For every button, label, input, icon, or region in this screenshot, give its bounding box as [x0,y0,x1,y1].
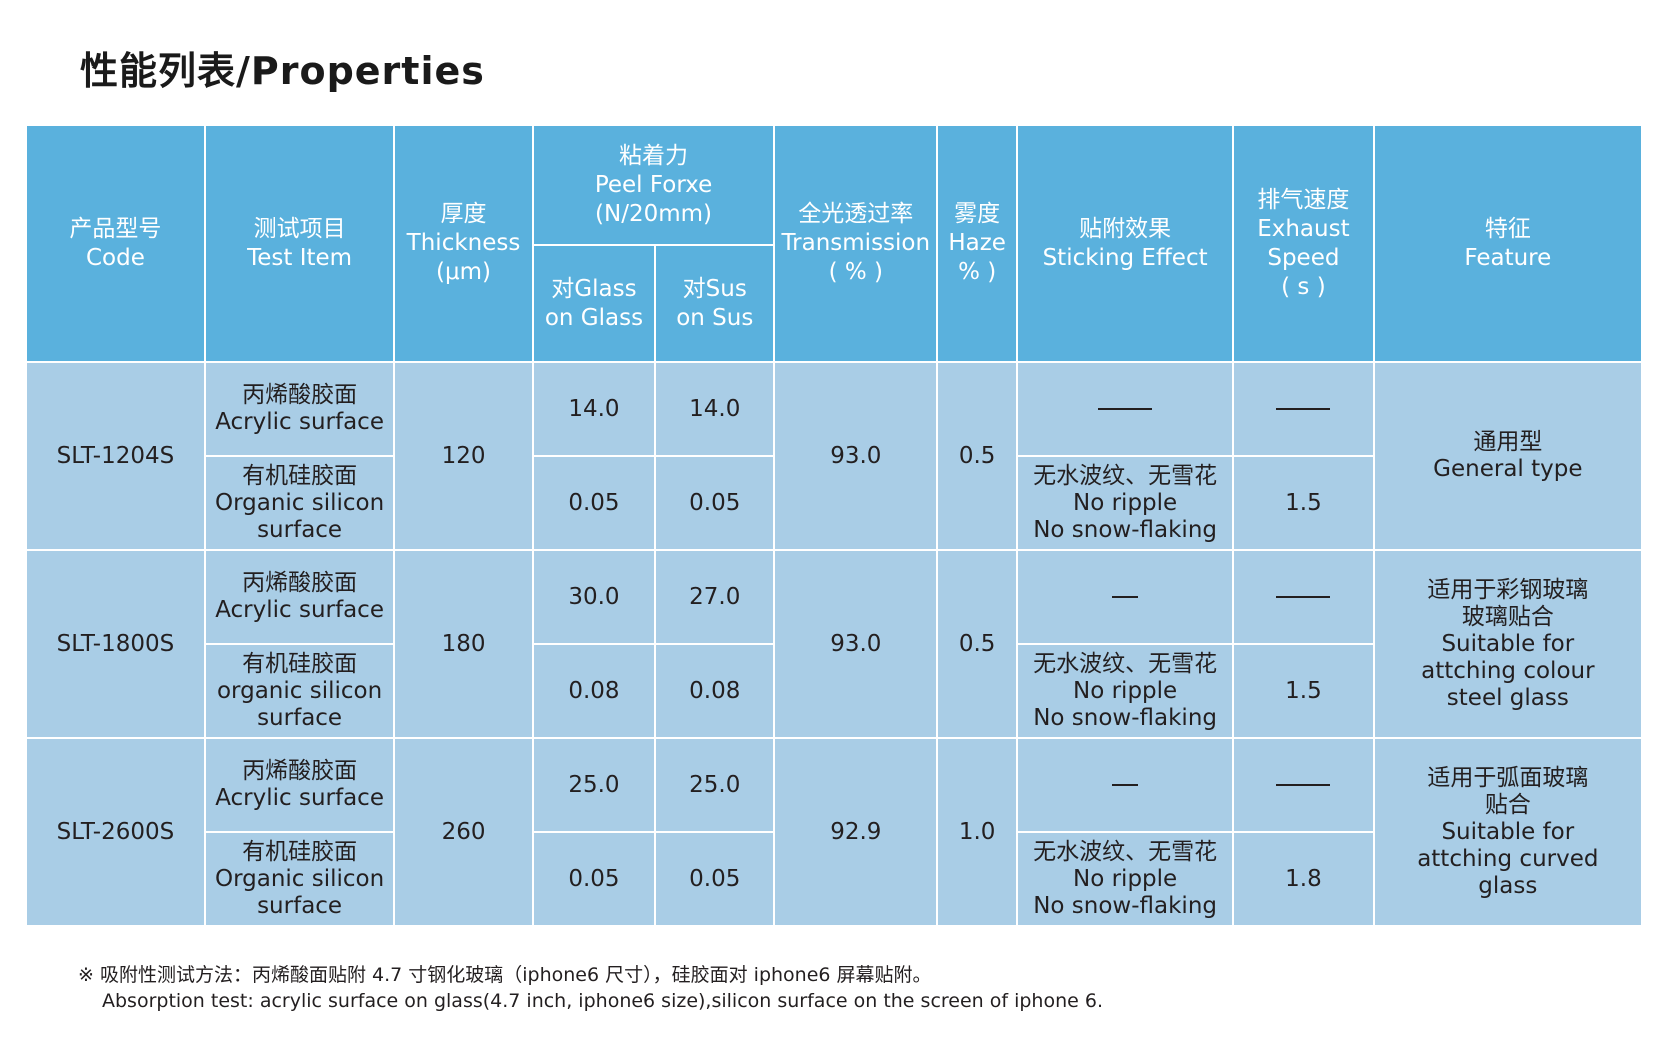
test-item: 有机硅胶面 organic silicon surface [203,643,396,739]
peel-sus-value: 27.0 [654,549,776,645]
header-peel-force: 粘着力 Peel Forxe (N/20mm) [531,124,776,246]
peel-glass-value: 14.0 [531,361,657,457]
table-row: SLT-2600S 丙烯酸胶面 Acrylic surface 260 25.0 … [25,737,1644,927]
table-row: SLT-1800S 丙烯酸胶面 Acrylic surface 180 30.0 … [25,549,1644,739]
peel-glass-value: 0.08 [531,643,657,739]
header-on-sus: 对Sus on Sus [654,244,776,363]
header-haze: 雾度 Haze% ) [936,124,1019,363]
haze-value: 0.5 [936,361,1019,551]
dash-mark [1276,596,1331,598]
product-code: SLT-1204S [25,361,206,551]
peel-glass-value: 25.0 [531,737,657,833]
feature-value: 适用于彩钢玻璃 玻璃贴合 Suitable for attching colour s… [1372,549,1644,739]
peel-glass-value: 30.0 [531,549,657,645]
test-item: 丙烯酸胶面 Acrylic surface [203,737,396,833]
header-test-item: 测试项目 Test Item [203,124,396,363]
dash-mark [1276,408,1331,410]
test-item: 丙烯酸胶面 Acrylic surface [203,549,396,645]
header-row-1: 产品型号 Code 测试项目 Test Item 厚度 Thickness (μm) 粘… [25,124,1644,363]
feature-value: 通用型 General type [1372,361,1644,551]
header-on-glass: 对Glass on Glass [531,244,657,363]
exhaust-speed-empty [1232,361,1375,457]
page-title: 性能列表/Properties [80,49,485,93]
header-transmission: 全光透过率 Transmission( % ) [773,124,939,363]
header-row-2: 对Glass on Glass 对Sus on Sus [26,244,1642,363]
sticking-effect-value: 无水波纹、无雪花 No ripple No snow-flaking [1016,455,1235,551]
footnote: ※ 吸附性测试方法：丙烯酸面贴附 4.7 寸钢化玻璃（iphone6 尺寸），硅… [78,962,1103,1014]
transmission-value: 92.9 [773,737,939,927]
feature-value: 适用于弧面玻璃 贴合 Suitable for attching curved gla… [1372,737,1644,927]
peel-sus-value: 14.0 [654,361,776,457]
header-feature: 特征 Feature [1372,124,1644,363]
header-thickness: 厚度 Thickness (μm) [393,124,534,363]
dash-mark [1276,784,1331,786]
exhaust-speed-empty [1232,549,1375,645]
exhaust-speed-value: 1.5 [1232,455,1375,551]
haze-value: 1.0 [936,737,1019,927]
exhaust-speed-value: 1.5 [1232,643,1375,739]
peel-sus-value: 0.08 [654,643,776,739]
table-row: 有机硅胶面 organic silicon surface 0.08 0.08 无水… [26,643,1642,739]
header-sticking-effect: 贴附效果 Sticking Effect [1016,124,1235,363]
peel-sus-value: 0.05 [654,455,776,551]
sticking-effect-empty [1016,549,1235,645]
table-row: SLT-1204S 丙烯酸胶面 Acrylic surface 120 14.0 … [25,361,1644,551]
peel-glass-value: 0.05 [531,831,657,927]
thickness-value: 120 [393,361,534,551]
exhaust-speed-empty [1232,737,1375,833]
test-item: 有机硅胶面 Organic silicon surface [203,831,396,927]
footnote-en: Absorption test: acrylic surface on glas… [102,990,1103,1012]
test-item: 有机硅胶面 Organic silicon surface [203,455,396,551]
peel-sus-value: 0.05 [654,831,776,927]
header-code: 产品型号 Code [25,124,206,363]
test-item: 丙烯酸胶面 Acrylic surface [203,361,396,457]
transmission-value: 93.0 [773,549,939,739]
dash-mark [1112,596,1139,598]
haze-value: 0.5 [936,549,1019,739]
exhaust-speed-value: 1.8 [1232,831,1375,927]
footnote-zh: ※ 吸附性测试方法：丙烯酸面贴附 4.7 寸钢化玻璃（iphone6 尺寸），硅… [78,964,932,986]
thickness-value: 260 [393,737,534,927]
sticking-effect-value: 无水波纹、无雪花 No ripple No snow-flaking [1016,831,1235,927]
properties-table: 产品型号 Code 测试项目 Test Item 厚度 Thickness (μm) 粘… [25,124,1644,927]
dash-mark [1112,784,1139,786]
sticking-effect-empty [1016,361,1235,457]
peel-sus-value: 25.0 [654,737,776,833]
table-row: 有机硅胶面 Organic silicon surface 0.05 0.05 无水… [26,455,1642,551]
product-code: SLT-1800S [25,549,206,739]
transmission-value: 93.0 [773,361,939,551]
header-exhaust-speed: 排气速度 Exhaust Speed( s ) [1232,124,1375,363]
thickness-value: 180 [393,549,534,739]
dash-mark [1098,408,1153,410]
sticking-effect-value: 无水波纹、无雪花 No ripple No snow-flaking [1016,643,1235,739]
peel-glass-value: 0.05 [531,455,657,551]
table-row: 有机硅胶面 Organic silicon surface 0.05 0.05 无水… [26,831,1642,927]
sticking-effect-empty [1016,737,1235,833]
product-code: SLT-2600S [25,737,206,927]
